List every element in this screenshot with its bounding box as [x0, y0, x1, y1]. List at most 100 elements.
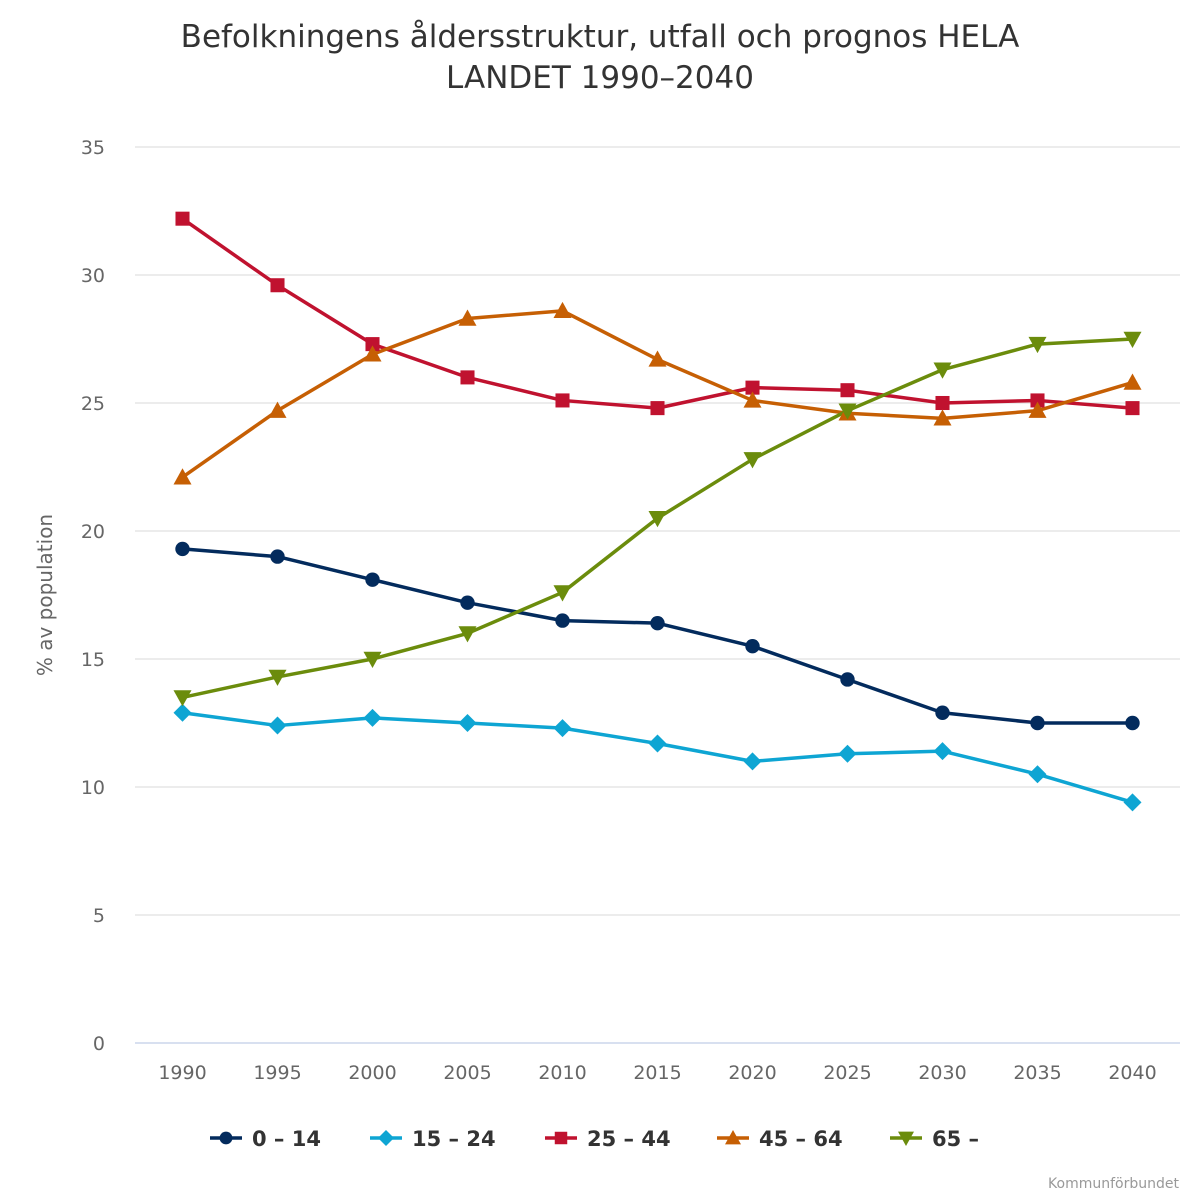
- series-markers-1: [173, 703, 1142, 812]
- data-point[interactable]: [745, 380, 760, 395]
- x-tick-label: 1995: [253, 1062, 301, 1084]
- data-point[interactable]: [458, 626, 477, 643]
- data-point[interactable]: [363, 345, 382, 362]
- data-point[interactable]: [1125, 715, 1140, 731]
- data-point[interactable]: [553, 301, 572, 319]
- x-tick-label: 2030: [918, 1062, 966, 1084]
- legend-marker-icon: [725, 1130, 741, 1145]
- data-point[interactable]: [840, 383, 855, 398]
- y-axis-tick-labels: 0 5 10 15 20 25 30 35: [81, 137, 105, 1055]
- series-markers-3: [173, 301, 1142, 485]
- data-point[interactable]: [175, 211, 190, 226]
- x-axis-tick-labels: 1990 1995 2000 2005 2010 2015 2020 2025 2030 2035…: [158, 1062, 1156, 1084]
- y-tick-label: 35: [81, 137, 105, 159]
- legend-marker-icon: [378, 1130, 394, 1146]
- data-point[interactable]: [648, 511, 667, 528]
- data-point[interactable]: [1123, 793, 1142, 812]
- x-tick-label: 2025: [823, 1062, 871, 1084]
- data-point[interactable]: [1123, 373, 1142, 390]
- data-point[interactable]: [838, 403, 857, 420]
- x-tick-label: 2015: [633, 1062, 681, 1084]
- legend-item-1[interactable]: 15 – 24: [370, 1127, 496, 1151]
- data-point[interactable]: [555, 393, 570, 408]
- x-tick-label: 1990: [158, 1062, 206, 1084]
- chart-title-line-2: LANDET 1990–2040: [446, 60, 754, 96]
- data-point[interactable]: [933, 409, 952, 426]
- series-markers-0: [175, 541, 1140, 731]
- data-point[interactable]: [745, 639, 760, 654]
- legend: 0 – 14 15 – 24 25 – 44 45 – 64 65 –: [210, 1127, 979, 1151]
- data-point[interactable]: [553, 585, 572, 602]
- y-tick-label: 10: [81, 777, 105, 799]
- data-point[interactable]: [933, 362, 952, 379]
- data-point[interactable]: [270, 549, 285, 564]
- legend-label: 65 –: [932, 1127, 979, 1151]
- data-point[interactable]: [648, 350, 667, 367]
- x-tick-label: 2005: [443, 1062, 491, 1084]
- legend-item-2[interactable]: 25 – 44: [545, 1127, 671, 1151]
- legend-label: 45 – 64: [759, 1127, 843, 1151]
- chart-title-line-1: Befolkningens åldersstruktur, utfall och…: [181, 19, 1020, 55]
- data-point[interactable]: [1028, 765, 1047, 784]
- data-point[interactable]: [173, 468, 192, 485]
- data-point[interactable]: [270, 278, 285, 293]
- data-point[interactable]: [648, 734, 667, 753]
- data-point[interactable]: [1028, 401, 1047, 418]
- data-point[interactable]: [365, 337, 380, 352]
- data-point[interactable]: [460, 370, 475, 385]
- data-point[interactable]: [1028, 336, 1047, 354]
- data-point[interactable]: [460, 595, 475, 610]
- data-point[interactable]: [363, 651, 382, 668]
- data-point[interactable]: [175, 541, 190, 557]
- y-tick-label: 15: [81, 649, 105, 671]
- legend-item-0[interactable]: 0 – 14: [210, 1127, 321, 1151]
- legend-item-4[interactable]: 65 –: [890, 1127, 979, 1151]
- series-markers-4: [173, 331, 1142, 707]
- data-point[interactable]: [840, 672, 855, 687]
- data-point[interactable]: [650, 401, 665, 416]
- series-markers-2: [175, 211, 1140, 416]
- data-point[interactable]: [650, 615, 665, 631]
- legend-label: 15 – 24: [412, 1127, 496, 1151]
- data-point[interactable]: [458, 714, 477, 732]
- data-point[interactable]: [365, 572, 380, 587]
- data-point[interactable]: [553, 719, 572, 738]
- x-tick-label: 2010: [538, 1062, 586, 1084]
- data-point[interactable]: [458, 309, 477, 326]
- data-point[interactable]: [743, 391, 762, 408]
- data-point[interactable]: [743, 452, 762, 469]
- data-point[interactable]: [1030, 393, 1045, 408]
- y-axis-title: % av population: [33, 514, 57, 676]
- data-point[interactable]: [1030, 715, 1045, 731]
- legend-label: 0 – 14: [252, 1127, 321, 1151]
- data-point[interactable]: [935, 705, 950, 720]
- data-point[interactable]: [743, 752, 762, 771]
- data-point[interactable]: [1123, 331, 1142, 348]
- data-point[interactable]: [268, 401, 287, 418]
- legend-marker-icon: [898, 1131, 914, 1146]
- legend-label: 25 – 44: [587, 1127, 671, 1151]
- legend-marker-icon: [554, 1131, 568, 1145]
- series-line-0[interactable]: [180, 547, 1135, 725]
- y-tick-label: 0: [93, 1033, 105, 1055]
- data-point[interactable]: [268, 716, 287, 735]
- x-tick-label: 2035: [1013, 1062, 1061, 1084]
- data-point[interactable]: [838, 744, 857, 763]
- data-point[interactable]: [933, 742, 952, 761]
- series-line-3[interactable]: [180, 309, 1135, 479]
- series-line-2[interactable]: [180, 216, 1135, 410]
- credit-text[interactable]: Kommunförbundet: [1048, 1176, 1179, 1192]
- chart-title: Befolkningens åldersstruktur, utfall och…: [181, 19, 1020, 96]
- data-point[interactable]: [555, 613, 570, 628]
- gridlines: [135, 146, 1180, 916]
- data-point[interactable]: [173, 703, 192, 722]
- series-line-1[interactable]: [180, 711, 1135, 805]
- data-point[interactable]: [363, 708, 382, 727]
- data-point[interactable]: [268, 669, 287, 686]
- data-point[interactable]: [935, 395, 950, 411]
- legend-item-3[interactable]: 45 – 64: [717, 1127, 843, 1151]
- y-tick-label: 20: [81, 521, 105, 543]
- data-point[interactable]: [173, 690, 192, 707]
- data-point[interactable]: [1125, 401, 1140, 416]
